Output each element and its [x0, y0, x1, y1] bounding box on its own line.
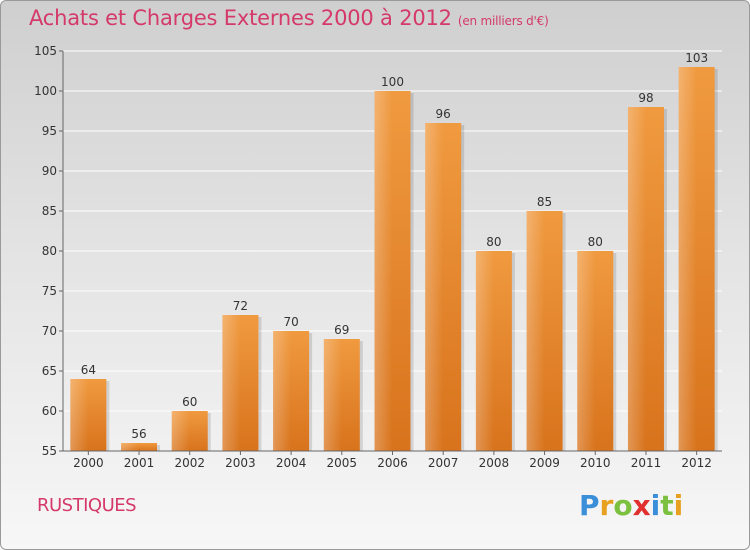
- axis-layer: 55 60 65 70 75 80 85 90 95 100 105 2000 2001 2002 2003…: [34, 44, 722, 470]
- x-tick-label-2004: 2004: [276, 456, 307, 470]
- y-tick-label: 55: [42, 444, 57, 458]
- data-label-2002: 60: [182, 395, 197, 409]
- logo-letter: o: [613, 489, 633, 522]
- bar-highlight: [273, 331, 292, 451]
- proxiti-logo: Proxiti: [579, 489, 683, 522]
- bars-layer: 64 56 60 72 70 69 100 96 80 85 80 98 103: [70, 51, 718, 451]
- commune-name: RUSTIQUES: [37, 495, 137, 516]
- bar-highlight: [526, 211, 545, 451]
- y-tick-label: 65: [42, 364, 57, 378]
- x-tick-label-2012: 2012: [681, 456, 712, 470]
- data-label-2001: 56: [131, 427, 146, 441]
- data-label-2004: 70: [283, 315, 298, 329]
- data-label-2006: 100: [381, 75, 404, 89]
- x-tick-label-2002: 2002: [174, 456, 205, 470]
- logo-letter: P: [579, 489, 600, 522]
- y-tick-label: 100: [34, 84, 57, 98]
- data-label-2005: 69: [334, 323, 349, 337]
- y-tick-label: 80: [42, 244, 57, 258]
- y-tick-label: 60: [42, 404, 57, 418]
- data-label-2011: 98: [638, 91, 653, 105]
- bar-highlight: [627, 107, 646, 451]
- bar-highlight: [222, 315, 241, 451]
- chart-title-text: Achats et Charges Externes 2000 à 2012: [29, 6, 452, 30]
- x-tick-label-2008: 2008: [479, 456, 510, 470]
- logo-letter: i: [673, 489, 684, 522]
- x-tick-label-2009: 2009: [529, 456, 560, 470]
- y-tick-label: 85: [42, 204, 57, 218]
- data-label-2003: 72: [233, 299, 248, 313]
- logo-letter: t: [660, 489, 674, 522]
- data-label-2010: 80: [588, 235, 603, 249]
- y-tick-label: 90: [42, 164, 57, 178]
- y-tick-label: 70: [42, 324, 57, 338]
- data-label-2000: 64: [81, 363, 96, 377]
- y-tick-label: 105: [34, 44, 57, 58]
- x-tick-label-2003: 2003: [225, 456, 256, 470]
- bar-highlight: [121, 443, 140, 451]
- bar-highlight: [374, 91, 393, 451]
- chart-subtitle: (en milliers d'€): [457, 14, 549, 28]
- bar-highlight: [577, 251, 596, 451]
- x-tick-label-2007: 2007: [428, 456, 459, 470]
- x-tick-label-2001: 2001: [124, 456, 155, 470]
- data-label-2009: 85: [537, 195, 552, 209]
- chart-title: Achats et Charges Externes 2000 à 2012 (e…: [29, 6, 549, 30]
- x-tick-label-2000: 2000: [73, 456, 104, 470]
- bar-highlight: [475, 251, 494, 451]
- bar-highlight: [678, 67, 697, 451]
- logo-letter: r: [599, 489, 614, 522]
- x-tick-label-2010: 2010: [580, 456, 611, 470]
- y-tick-label: 95: [42, 124, 57, 138]
- bar-highlight: [70, 379, 89, 451]
- x-tick-label-2005: 2005: [327, 456, 358, 470]
- bar-highlight: [425, 123, 444, 451]
- data-label-2012: 103: [685, 51, 708, 65]
- data-label-2007: 96: [436, 107, 451, 121]
- y-tick-label: 75: [42, 284, 57, 298]
- x-tick-label-2011: 2011: [631, 456, 662, 470]
- bar-highlight: [171, 411, 190, 451]
- logo-letter: i: [650, 489, 661, 522]
- logo-letter: x: [632, 489, 651, 522]
- x-tick-label-2006: 2006: [377, 456, 408, 470]
- data-label-2008: 80: [486, 235, 501, 249]
- bar-highlight: [323, 339, 342, 451]
